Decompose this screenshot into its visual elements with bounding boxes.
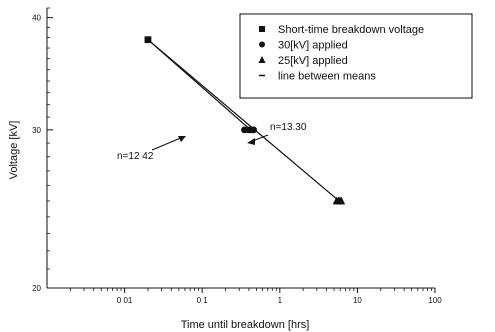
plot-area: 0 01 0 1 1 10 100 40 30 20 bbox=[32, 7, 442, 305]
x-axis-title: Time until breakdown [hrs] bbox=[181, 319, 310, 331]
y-axis-title: Voltage [kV] bbox=[8, 121, 20, 180]
annotation-arrow-1 bbox=[151, 136, 184, 151]
annotation-n-13-30: n=13.30 bbox=[270, 122, 307, 133]
data-point-circle bbox=[250, 126, 258, 134]
annotation-n-12-42: n=12 42 bbox=[117, 151, 154, 162]
data-point-square bbox=[144, 36, 152, 44]
legend-marker-circle bbox=[259, 41, 265, 48]
legend-label: line between means bbox=[278, 71, 376, 83]
annotation-arrowhead-1 bbox=[178, 136, 186, 142]
legend-label: 30[kV] applied bbox=[278, 40, 348, 52]
y-tick-label: 40 bbox=[32, 14, 41, 23]
annotation-arrowhead-2 bbox=[247, 138, 255, 145]
x-tick-label: 1 bbox=[278, 296, 283, 305]
y-tick-label: 30 bbox=[32, 126, 41, 135]
legend-marker-triangle bbox=[258, 56, 266, 63]
x-tick-label: 0 01 bbox=[117, 296, 133, 305]
legend: Short-time breakdown voltage 30[kV] appli… bbox=[239, 13, 473, 99]
fit-line-2 bbox=[147, 39, 340, 202]
legend-box bbox=[239, 13, 473, 99]
x-tick-label: 100 bbox=[428, 296, 442, 305]
legend-label: 25[kV] applied bbox=[278, 55, 348, 67]
data-point-triangle bbox=[337, 196, 346, 205]
y-tick-label: 20 bbox=[32, 284, 41, 293]
legend-label: Short-time breakdown voltage bbox=[278, 24, 424, 36]
legend-marker-square bbox=[259, 26, 265, 32]
x-tick-label: 10 bbox=[353, 296, 362, 305]
x-tick-label: 0 1 bbox=[197, 296, 209, 305]
